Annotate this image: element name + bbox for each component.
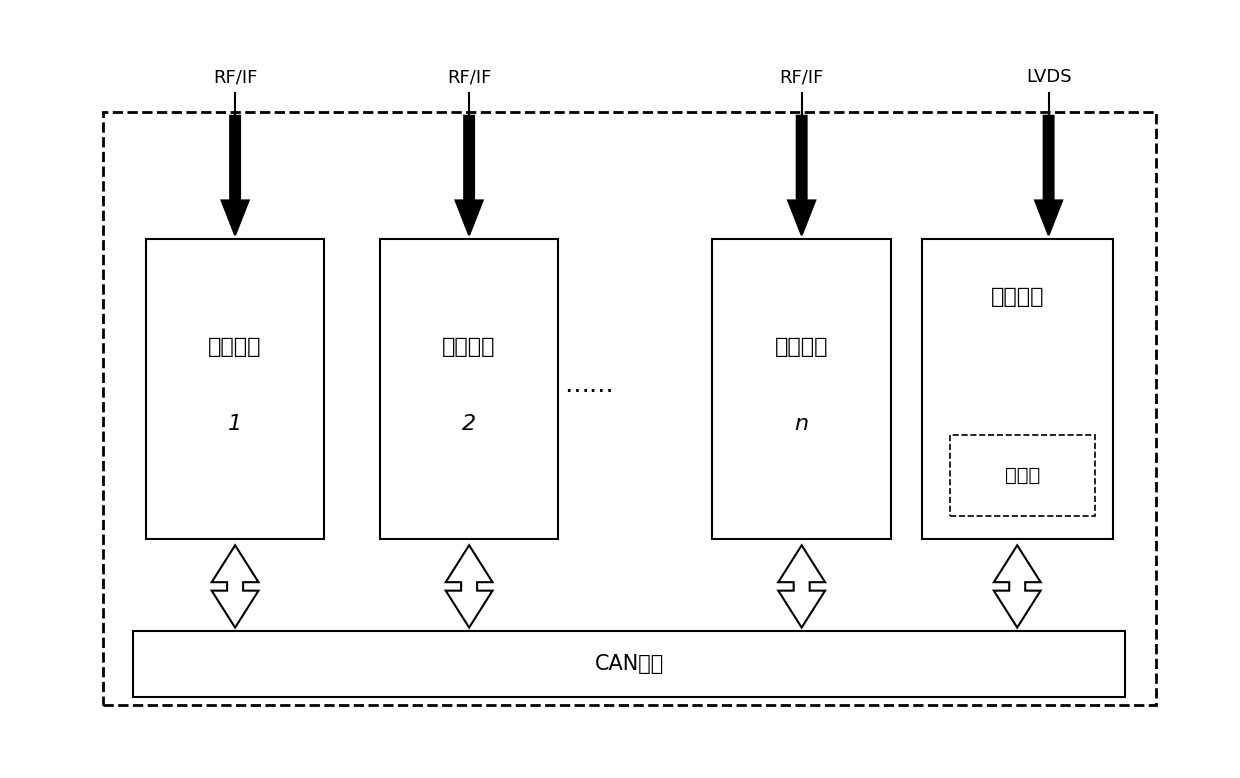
Text: 控制模块: 控制模块 bbox=[991, 286, 1044, 307]
Text: 1: 1 bbox=[228, 414, 242, 433]
Text: 存储器: 存储器 bbox=[1006, 466, 1040, 485]
Text: RF/IF: RF/IF bbox=[780, 68, 823, 86]
Polygon shape bbox=[779, 545, 825, 628]
Text: 处理模块: 处理模块 bbox=[208, 337, 262, 356]
Bar bbox=[103, 112, 1156, 705]
Text: n: n bbox=[795, 414, 808, 433]
Bar bbox=[950, 435, 1095, 516]
Polygon shape bbox=[993, 545, 1040, 628]
Polygon shape bbox=[789, 116, 815, 235]
Bar bbox=[921, 239, 1112, 539]
Polygon shape bbox=[222, 116, 249, 235]
Text: CAN总线: CAN总线 bbox=[595, 654, 663, 675]
Text: 2: 2 bbox=[463, 414, 476, 433]
Bar bbox=[379, 239, 558, 539]
Polygon shape bbox=[212, 545, 258, 628]
Bar bbox=[712, 239, 892, 539]
Text: 处理模块: 处理模块 bbox=[443, 337, 496, 356]
Text: RF/IF: RF/IF bbox=[213, 68, 257, 86]
Polygon shape bbox=[445, 545, 492, 628]
Text: ……: …… bbox=[564, 373, 614, 397]
Text: RF/IF: RF/IF bbox=[446, 68, 491, 86]
Polygon shape bbox=[455, 116, 482, 235]
Polygon shape bbox=[1035, 116, 1063, 235]
Bar bbox=[134, 632, 1125, 697]
Text: LVDS: LVDS bbox=[1025, 68, 1071, 86]
Bar bbox=[146, 239, 325, 539]
Text: 处理模块: 处理模块 bbox=[775, 337, 828, 356]
